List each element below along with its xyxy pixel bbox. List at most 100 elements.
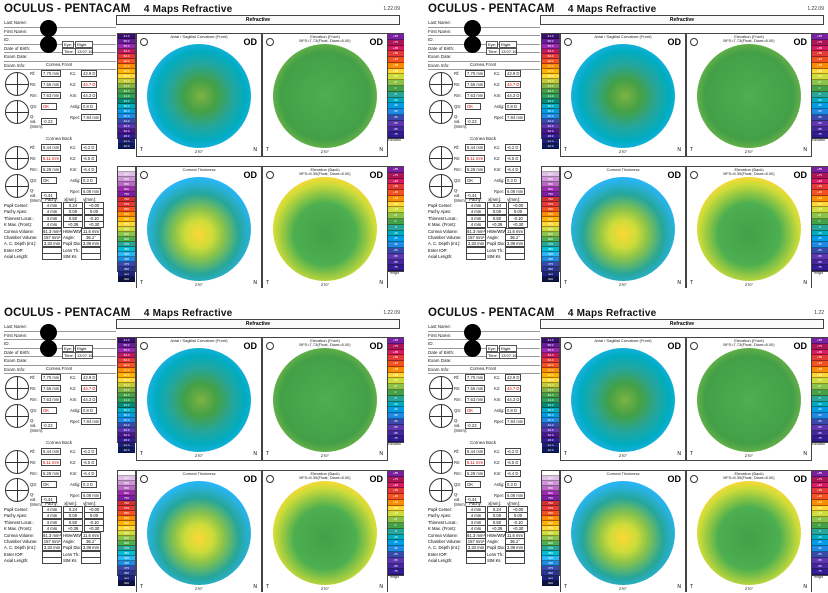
- topography-disc: [273, 481, 377, 585]
- scale-step: +15: [387, 74, 404, 81]
- report-date: 1.22.09: [807, 6, 824, 12]
- corneal-thickness-map[interactable]: Corneal Thickness OD T N 270°: [136, 166, 262, 288]
- report-date: 1.22: [814, 310, 824, 316]
- param-value: OK: [465, 103, 481, 110]
- map-menu-icon[interactable]: [690, 38, 698, 46]
- pachy-color-scale: 1000 950 900 850 800 750 700 675 650 625 600 575 550…: [541, 470, 560, 586]
- map-menu-icon[interactable]: [564, 38, 572, 46]
- scale-step: 475: [542, 242, 559, 247]
- pachy-row-label: K Max. (Front):: [428, 525, 456, 531]
- scale-step: 950: [118, 172, 135, 177]
- temporal-label: T: [564, 147, 568, 153]
- param-key: Q-val.(8mm):: [30, 418, 44, 433]
- scale-step: 300: [118, 277, 135, 282]
- report-header: OCULUS - PENTACAM 4 Maps Refractive: [428, 3, 656, 15]
- map-menu-icon[interactable]: [266, 475, 274, 483]
- scale-step: 450: [542, 247, 559, 252]
- topography-disc: [571, 481, 675, 585]
- param-value: 7.56 mm: [41, 385, 62, 392]
- map-menu-icon[interactable]: [564, 342, 572, 350]
- map-menu-icon[interactable]: [140, 38, 148, 46]
- patient-photo-redaction: [40, 324, 57, 341]
- map-menu-icon[interactable]: [690, 342, 698, 350]
- scale-step: 50.0: [542, 54, 559, 59]
- param-value: 0.3 D: [505, 481, 521, 488]
- elevation-front-map[interactable]: Elevation (Front) BFS=7.73(Float, Diam=8.…: [262, 337, 388, 461]
- param-row: Rf: 6.44 mm: [30, 448, 62, 455]
- map-menu-icon[interactable]: [266, 38, 274, 46]
- elevation-front-map[interactable]: Elevation (Front) BFS=7.73(Float, Diam=8.…: [262, 33, 388, 157]
- axial-curvature-map[interactable]: Axial / Sagittal Curvature (Front) OD T N 27…: [560, 337, 686, 461]
- cornea-front-title: Cornea Front: [469, 366, 497, 371]
- corneal-thickness-map[interactable]: Corneal Thickness OD T N 270°: [560, 470, 686, 592]
- scale-step: +5: [811, 384, 828, 391]
- elevation-back-map[interactable]: Elevation (Back) BFS=6.35(Float, Diam=8.0…: [262, 166, 388, 288]
- elevation-color-scale-label: Elevation: [811, 138, 826, 142]
- map-menu-icon[interactable]: [690, 475, 698, 483]
- param-value: -0.44: [41, 192, 57, 199]
- map-menu-icon[interactable]: [140, 342, 148, 350]
- pentacam-report: OCULUS - PENTACAM 4 Maps Refractive 1.22…: [424, 0, 828, 288]
- elevation-back-map[interactable]: Elevation (Back) BFS=6.35(Float, Diam=8.0…: [686, 470, 812, 592]
- elevation-front-map-title: Elevation (Front): [734, 338, 764, 343]
- axial-curvature-map[interactable]: Axial / Sagittal Curvature (Front) OD T N 27…: [136, 337, 262, 461]
- elevation-front-map[interactable]: Elevation (Front) BFS=7.73(Float, Diam=8.…: [686, 337, 812, 461]
- scale-step: 500: [118, 237, 135, 242]
- param-value: 7.63 mm: [465, 396, 486, 403]
- param-value: 44.7 D: [81, 385, 98, 392]
- patient-field: Exam Date:: [428, 357, 540, 366]
- elevation-back-map[interactable]: Elevation (Back) BFS=6.35(Float, Diam=8.0…: [262, 470, 388, 592]
- volume-label-2: Lens Th.:: [487, 247, 505, 253]
- height-color-scale: +85 +75 +65 +55 +45 +35 +25 +15 +5 0 -5 -15 -25 -35 -4…: [810, 166, 828, 272]
- elevation-front-map[interactable]: Elevation (Front) BFS=7.73(Float, Diam=8.…: [686, 33, 812, 157]
- map-menu-icon[interactable]: [690, 171, 698, 179]
- axial-curvature-map[interactable]: Axial / Sagittal Curvature (Front) OD T N 27…: [560, 33, 686, 157]
- scale-step: -75: [811, 132, 828, 139]
- axis-ring-icon: [5, 478, 29, 502]
- pachy-row-label: Thinnest Locat.:: [428, 215, 458, 221]
- patient-field-label: ID:: [4, 341, 10, 347]
- patient-field: Last Name:: [4, 323, 116, 332]
- corneal-thickness-map[interactable]: Corneal Thickness OD T N 270°: [136, 470, 262, 592]
- volume-row: Cornea Volume: 61.3 mm³ HWe/WtW: 11.5 mm: [428, 531, 538, 539]
- param-value: -6.5 D: [505, 459, 521, 466]
- axis-ring-icon: [429, 174, 453, 198]
- map-menu-icon[interactable]: [266, 342, 274, 350]
- patient-field: ID:: [4, 36, 116, 45]
- scale-step: 0: [387, 523, 404, 529]
- scale-step: 625: [118, 212, 135, 217]
- axis-degree-label: 270°: [618, 149, 628, 154]
- elevation-back-map[interactable]: Elevation (Back) BFS=6.35(Float, Diam=8.0…: [686, 166, 812, 288]
- scale-step: 350: [542, 571, 559, 576]
- scale-step: -5: [387, 395, 404, 402]
- map-menu-icon[interactable]: [564, 171, 572, 179]
- corneal-thickness-map-title: Corneal Thickness: [606, 471, 640, 476]
- axial-curvature-map[interactable]: Axial / Sagittal Curvature (Front) OD T N 27…: [136, 33, 262, 157]
- corneal-thickness-map[interactable]: Corneal Thickness OD T N 270°: [560, 166, 686, 288]
- axis-ring-icon: [429, 100, 453, 124]
- scale-step: 625: [542, 516, 559, 521]
- param-key: Q-val.(8mm):: [30, 492, 44, 507]
- param-value: -6.4 D: [81, 166, 97, 173]
- patient-info: Last Name: First Name: ID: Date of Birth: Ex…: [428, 19, 540, 70]
- axis-degree-label: 270°: [744, 586, 754, 591]
- scale-step: +25: [387, 68, 404, 75]
- scale-step: 700: [542, 501, 559, 506]
- scale-step: +85: [387, 471, 404, 477]
- scale-step: 28.0: [118, 438, 135, 443]
- map-menu-icon[interactable]: [140, 475, 148, 483]
- scale-step: +35: [387, 62, 404, 69]
- scale-step: 61.0: [118, 338, 135, 343]
- param-value: OK: [41, 407, 57, 414]
- map-menu-icon[interactable]: [140, 171, 148, 179]
- scale-step: -15: [811, 534, 828, 541]
- param-value: -6.5 D: [505, 155, 521, 162]
- cornea-front-panel: Cornea Front Rf: 7.70 mm K1: 43.9 D Rs: 7.56 m…: [428, 62, 538, 132]
- axis-ring-icon: [429, 450, 453, 474]
- scale-step: +25: [811, 372, 828, 379]
- scale-step: -75: [387, 265, 404, 272]
- scale-step: +15: [811, 378, 828, 385]
- param-key: Astig:: [70, 482, 81, 487]
- map-menu-icon[interactable]: [564, 475, 572, 483]
- map-menu-icon[interactable]: [266, 171, 274, 179]
